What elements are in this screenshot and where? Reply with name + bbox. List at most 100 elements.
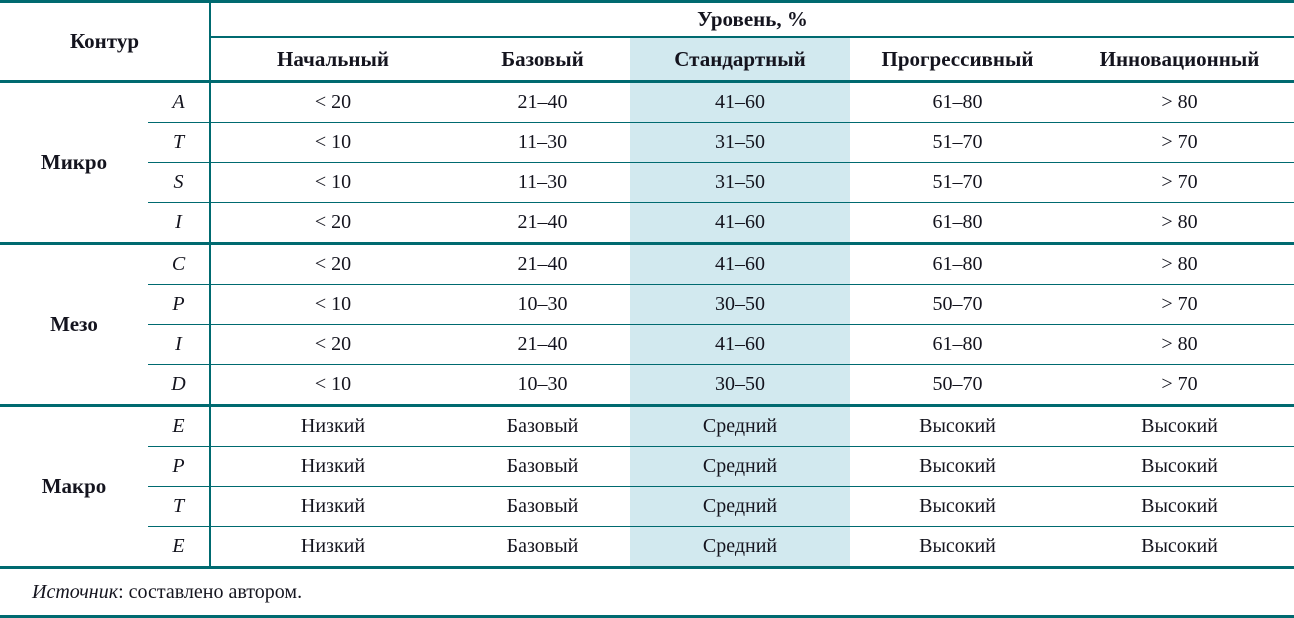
- table-header: Контур Уровень, % Начальный Базовый Стан…: [0, 1, 1294, 83]
- level-header: Уровень, %: [210, 1, 1294, 38]
- row-letter: P: [148, 284, 211, 325]
- cell: < 10: [210, 122, 455, 163]
- contour-header: Контур: [0, 1, 211, 83]
- table-row: S < 10 11–30 31–50 51–70 > 70: [0, 162, 1294, 203]
- cell: < 20: [210, 242, 455, 285]
- cell: 21–40: [455, 324, 630, 365]
- cell: Низкий: [210, 404, 455, 447]
- cell: Высокий: [850, 404, 1065, 447]
- cell: 50–70: [850, 284, 1065, 325]
- cell: 11–30: [455, 122, 630, 163]
- cell: Низкий: [210, 526, 455, 568]
- source-row: Источник: составлено автором.: [0, 566, 1294, 617]
- column-header-standard: Стандартный: [630, 37, 850, 83]
- cell: < 10: [210, 284, 455, 325]
- cell: 50–70: [850, 364, 1065, 406]
- column-header-progressive: Прогрессивный: [850, 37, 1065, 83]
- cell: Базовый: [455, 404, 630, 447]
- cell: 11–30: [455, 162, 630, 203]
- cell: 51–70: [850, 122, 1065, 163]
- cell: Базовый: [455, 526, 630, 568]
- cell: > 70: [1065, 284, 1294, 325]
- cell: 41–60: [630, 80, 850, 123]
- table-row: D < 10 10–30 30–50 50–70 > 70: [0, 364, 1294, 406]
- cell: > 70: [1065, 122, 1294, 163]
- row-letter: C: [148, 242, 211, 285]
- cell: > 80: [1065, 80, 1294, 123]
- column-header-basic: Базовый: [455, 37, 630, 83]
- row-letter: I: [148, 324, 211, 365]
- cell: Высокий: [850, 446, 1065, 487]
- cell: Высокий: [850, 486, 1065, 527]
- table-row: Мезо C < 20 21–40 41–60 61–80 > 80: [0, 242, 1294, 406]
- cell: < 10: [210, 162, 455, 203]
- cell: > 80: [1065, 242, 1294, 285]
- row-letter: E: [148, 526, 211, 568]
- row-letter: D: [148, 364, 211, 406]
- cell: 10–30: [455, 284, 630, 325]
- cell: < 20: [210, 202, 455, 244]
- cell: 41–60: [630, 202, 850, 244]
- group-label-meso: Мезо: [0, 242, 148, 406]
- cell: 31–50: [630, 162, 850, 203]
- cell: < 20: [210, 80, 455, 123]
- cell: Высокий: [1065, 526, 1294, 568]
- source-note: Источник: составлено автором.: [0, 566, 1294, 617]
- cell: 61–80: [850, 202, 1065, 244]
- cell: < 10: [210, 364, 455, 406]
- table-footer: Источник: составлено автором.: [0, 566, 1294, 617]
- table-row: P Низкий Базовый Средний Высокий Высокий: [0, 446, 1294, 487]
- table-row: Макро E Низкий Базовый Средний Высокий В…: [0, 404, 1294, 568]
- row-letter: S: [148, 162, 211, 203]
- table-row: E Низкий Базовый Средний Высокий Высокий: [0, 526, 1294, 568]
- group-label-micro: Микро: [0, 80, 148, 244]
- cell: 61–80: [850, 242, 1065, 285]
- cell: Высокий: [1065, 446, 1294, 487]
- cell: 30–50: [630, 364, 850, 406]
- table-row: P < 10 10–30 30–50 50–70 > 70: [0, 284, 1294, 325]
- cell: 61–80: [850, 80, 1065, 123]
- cell: 21–40: [455, 242, 630, 285]
- row-letter: A: [148, 80, 211, 123]
- cell: 51–70: [850, 162, 1065, 203]
- cell: 21–40: [455, 80, 630, 123]
- cell: Базовый: [455, 446, 630, 487]
- cell: Средний: [630, 526, 850, 568]
- cell: Высокий: [1065, 486, 1294, 527]
- table-row: I < 20 21–40 41–60 61–80 > 80: [0, 202, 1294, 244]
- cell: 21–40: [455, 202, 630, 244]
- table-row: T Низкий Базовый Средний Высокий Высокий: [0, 486, 1294, 527]
- source-label: Источник: [32, 580, 119, 603]
- cell: Средний: [630, 404, 850, 447]
- row-letter: T: [148, 122, 211, 163]
- cell: > 70: [1065, 162, 1294, 203]
- column-header-innovative: Инновационный: [1065, 37, 1294, 83]
- source-text: : составлено автором.: [118, 580, 303, 603]
- row-letter: T: [148, 486, 211, 527]
- cell: > 80: [1065, 202, 1294, 244]
- cell: 41–60: [630, 324, 850, 365]
- table-row: Микро A < 20 21–40 41–60 61–80 > 80: [0, 80, 1294, 244]
- cell: Высокий: [850, 526, 1065, 568]
- cell: Низкий: [210, 486, 455, 527]
- row-letter: E: [148, 404, 211, 447]
- column-header-initial: Начальный: [210, 37, 455, 83]
- cell: > 70: [1065, 364, 1294, 406]
- cell: Высокий: [1065, 404, 1294, 447]
- table-body: Микро A < 20 21–40 41–60 61–80 > 80 T < …: [0, 80, 1294, 568]
- cell: 61–80: [850, 324, 1065, 365]
- table-row: I < 20 21–40 41–60 61–80 > 80: [0, 324, 1294, 365]
- table-row: T < 10 11–30 31–50 51–70 > 70: [0, 122, 1294, 163]
- row-letter: P: [148, 446, 211, 487]
- cell: Базовый: [455, 486, 630, 527]
- cell: Низкий: [210, 446, 455, 487]
- cell: 30–50: [630, 284, 850, 325]
- row-letter: I: [148, 202, 211, 244]
- group-label-macro: Макро: [0, 404, 148, 568]
- cell: Средний: [630, 486, 850, 527]
- cell: < 20: [210, 324, 455, 365]
- cell: 41–60: [630, 242, 850, 285]
- header-row-top: Контур Уровень, %: [0, 1, 1294, 83]
- cell: Средний: [630, 446, 850, 487]
